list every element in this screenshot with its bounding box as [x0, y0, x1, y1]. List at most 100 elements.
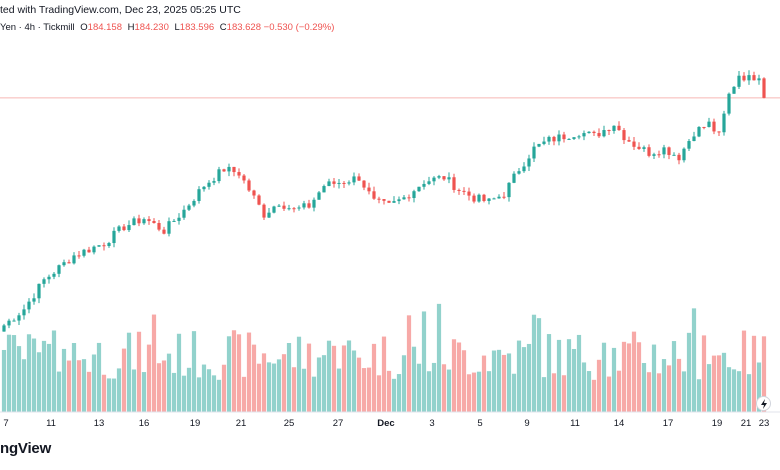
candle-body [22, 309, 26, 316]
volume-bar [96, 342, 102, 412]
candle-body [707, 121, 711, 127]
candle [497, 194, 501, 199]
volume-bar [391, 378, 397, 412]
candle-body [472, 195, 476, 202]
time-axis-tick: 5 [477, 418, 482, 429]
volume-bar [726, 367, 732, 412]
candle-body [72, 255, 76, 264]
volume-bar [251, 344, 257, 412]
volume-bar [466, 374, 472, 412]
candle-body [717, 131, 721, 133]
candle-body [97, 245, 101, 247]
candle [117, 225, 121, 233]
candle-body [282, 205, 286, 209]
volume-bar [676, 358, 682, 412]
candle-body [677, 154, 681, 161]
candle-body [432, 177, 436, 182]
candle [687, 139, 691, 151]
candle-body [587, 131, 591, 134]
volume-bar [486, 371, 492, 412]
candle [252, 189, 256, 199]
candle [392, 196, 396, 203]
volume-bar [701, 335, 707, 412]
candle [262, 203, 266, 221]
candle [662, 144, 666, 159]
candle [62, 259, 66, 267]
volume-bar [186, 367, 192, 412]
change-value: −0.530 (−0.29%) [263, 22, 335, 33]
candle [642, 145, 646, 152]
candle [587, 131, 591, 134]
candle-body [657, 154, 661, 156]
candle-body [497, 196, 501, 199]
lightning-bolt-icon[interactable] [756, 396, 771, 411]
candle-body [82, 249, 86, 256]
volume-bar [321, 355, 327, 412]
candle [27, 298, 31, 314]
volume-bar [261, 353, 267, 412]
candle-body [327, 181, 331, 187]
candlestick-series [2, 70, 766, 332]
open-value: 184.158 [87, 22, 122, 33]
candle [307, 199, 311, 209]
volume-bar [561, 375, 567, 412]
candle [12, 318, 16, 322]
candle [277, 204, 281, 208]
candle [237, 168, 241, 179]
volume-bar [356, 357, 362, 412]
candle [667, 146, 671, 160]
candle-body [47, 276, 51, 280]
volume-bar [166, 353, 172, 412]
candle-body [652, 154, 656, 156]
volume-bar [91, 354, 97, 412]
candle-body [747, 75, 751, 81]
candle-body [372, 191, 376, 199]
volume-bar [21, 359, 27, 412]
candle [207, 180, 211, 190]
time-axis: 7 11 13 16 19 21 25 27 Dec 3 5 9 11 14 17 19 21 23 [3, 418, 769, 429]
volume-bar [491, 350, 497, 412]
high-value: 184.230 [134, 22, 169, 33]
volume-bar [591, 379, 597, 412]
candle-body [272, 206, 276, 213]
volume-bar [406, 315, 412, 412]
candle [702, 126, 706, 130]
volume-bar [61, 348, 67, 412]
candle [137, 214, 141, 227]
low-value: 183.596 [179, 22, 215, 33]
candle [722, 110, 726, 136]
candle [47, 274, 51, 284]
candle-body [422, 183, 426, 187]
volume-bar [736, 371, 742, 412]
volume-bar [51, 330, 57, 412]
candle-body [42, 279, 46, 284]
candle [202, 186, 206, 192]
candle [582, 130, 586, 141]
volume-bar [396, 374, 402, 412]
candle [222, 168, 226, 172]
candle [97, 245, 101, 247]
candle-body [312, 199, 316, 208]
candle-body [297, 207, 301, 209]
candle-body [757, 78, 761, 81]
candle [622, 128, 626, 145]
volume-bar [141, 372, 147, 412]
time-axis-tick: 21 [236, 418, 247, 429]
volume-bar [596, 359, 602, 412]
candle [22, 304, 26, 320]
volume-bar [481, 355, 487, 412]
candle [57, 264, 61, 278]
candle-body [627, 140, 631, 142]
candle [417, 186, 421, 192]
candle [87, 246, 91, 253]
time-axis-tick: 19 [190, 418, 201, 429]
time-axis-tick: 16 [139, 418, 150, 429]
candle [462, 187, 466, 195]
volume-bar [171, 372, 177, 412]
candle-body [332, 181, 336, 184]
candle-body [482, 194, 486, 201]
volume-bar [341, 345, 347, 412]
volume-bar [181, 375, 187, 412]
candle-body [212, 181, 216, 183]
